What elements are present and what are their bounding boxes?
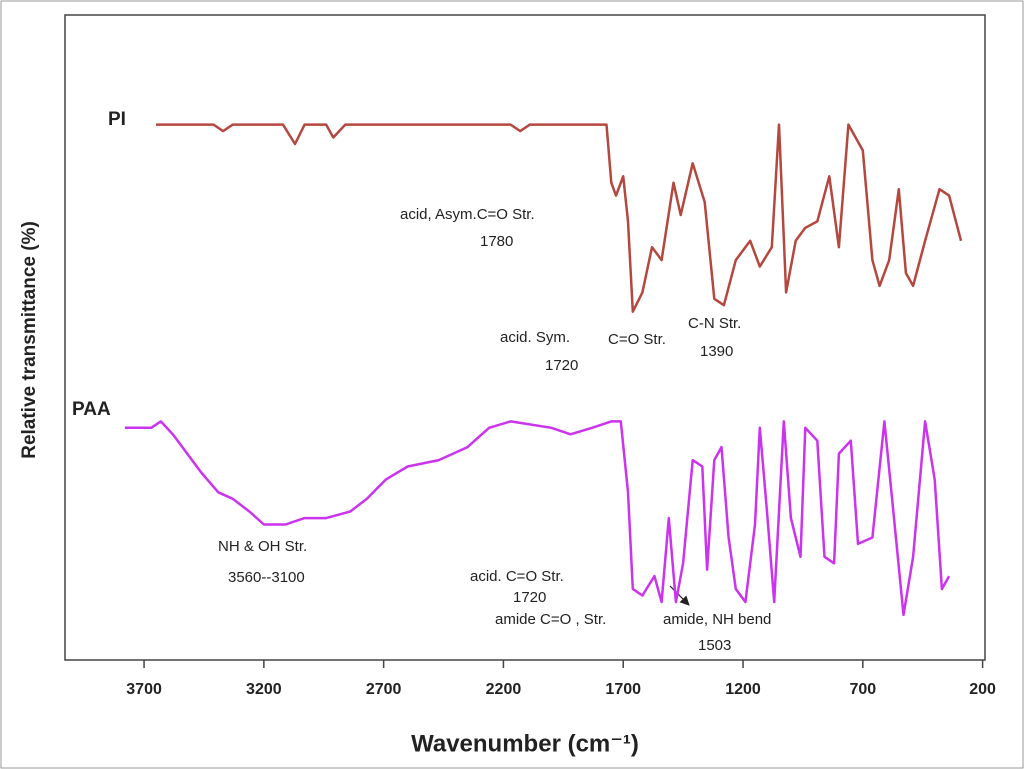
x-axis-label: Wavenumber (cm⁻¹) [411, 730, 639, 757]
x-tick-label: 200 [969, 681, 996, 698]
annotation: C-N Str. [688, 315, 741, 332]
x-tick-label: 2700 [366, 681, 402, 698]
plot-frame [64, 14, 986, 661]
annotation: 1780 [480, 233, 513, 250]
x-tick-label: 1700 [605, 681, 641, 698]
x-tick-label: 3700 [126, 681, 162, 698]
annotation: C=O Str. [608, 331, 666, 348]
series-label: PI [108, 109, 126, 130]
annotation: acid, Asym.C=O Str. [400, 206, 535, 223]
x-tick-label: 700 [849, 681, 876, 698]
arrow [669, 585, 690, 606]
x-tick-label: 3200 [246, 681, 282, 698]
annotation: 3560--3100 [228, 569, 305, 586]
annotation: 1503 [698, 637, 731, 654]
series-label: PAA [72, 399, 111, 420]
series-line [156, 123, 963, 313]
y-axis-label: Relative transmittance (%) [19, 221, 40, 459]
annotation: acid. Sym. [500, 329, 570, 346]
x-tick-label: 2200 [486, 681, 522, 698]
annotation: amide C=O , Str. [495, 611, 606, 628]
annotation: 1390 [700, 343, 733, 360]
x-tick-label: 1200 [725, 681, 761, 698]
annotation: 1720 [545, 357, 578, 374]
annotation: acid. C=O Str. [470, 568, 564, 585]
annotation: 1720 [513, 589, 546, 606]
annotation: amide, NH bend [663, 611, 771, 628]
annotation: NH & OH Str. [218, 538, 307, 555]
series-line [124, 420, 951, 617]
